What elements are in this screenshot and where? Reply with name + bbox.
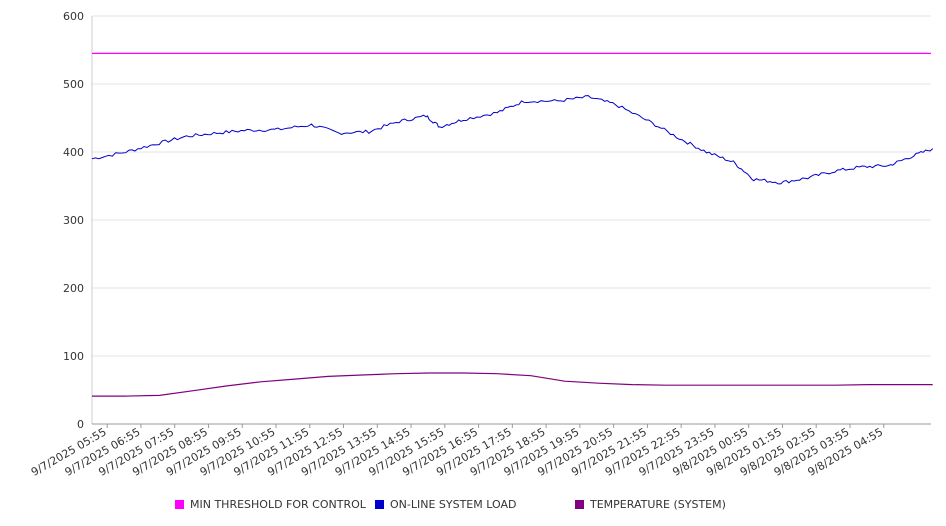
series-lines [91,52,934,397]
legend-item-temperature[interactable]: TEMPERATURE (SYSTEM) [575,498,726,511]
y-tick-label: 300 [63,214,84,227]
y-tick-label: 100 [63,350,84,363]
y-tick-label: 0 [77,418,84,431]
grid-lines [92,15,931,425]
y-tick-label: 500 [63,78,84,91]
legend-swatch-blue [375,500,384,509]
legend-label: MIN THRESHOLD FOR CONTROL [190,498,366,511]
legend-label: TEMPERATURE (SYSTEM) [590,498,726,511]
chart-legend: MIN THRESHOLD FOR CONTROL ON-LINE SYSTEM… [0,498,946,514]
x-axis-ticks: 9/7/2025 05:559/7/2025 06:559/7/2025 07:… [29,424,885,479]
series-line-system-load [91,95,934,185]
legend-swatch-purple [575,500,584,509]
legend-label: ON-LINE SYSTEM LOAD [390,498,517,511]
y-tick-label: 200 [63,282,84,295]
legend-item-system-load[interactable]: ON-LINE SYSTEM LOAD [375,498,516,511]
y-tick-label: 400 [63,146,84,159]
legend-item-min-threshold[interactable]: MIN THRESHOLD FOR CONTROL [175,498,366,511]
axes [91,16,931,425]
series-line-temperature [92,372,933,397]
legend-swatch-magenta [175,500,184,509]
y-axis-ticks: 0 100 200 300 400 500 600 [63,10,84,431]
y-tick-label: 600 [63,10,84,23]
